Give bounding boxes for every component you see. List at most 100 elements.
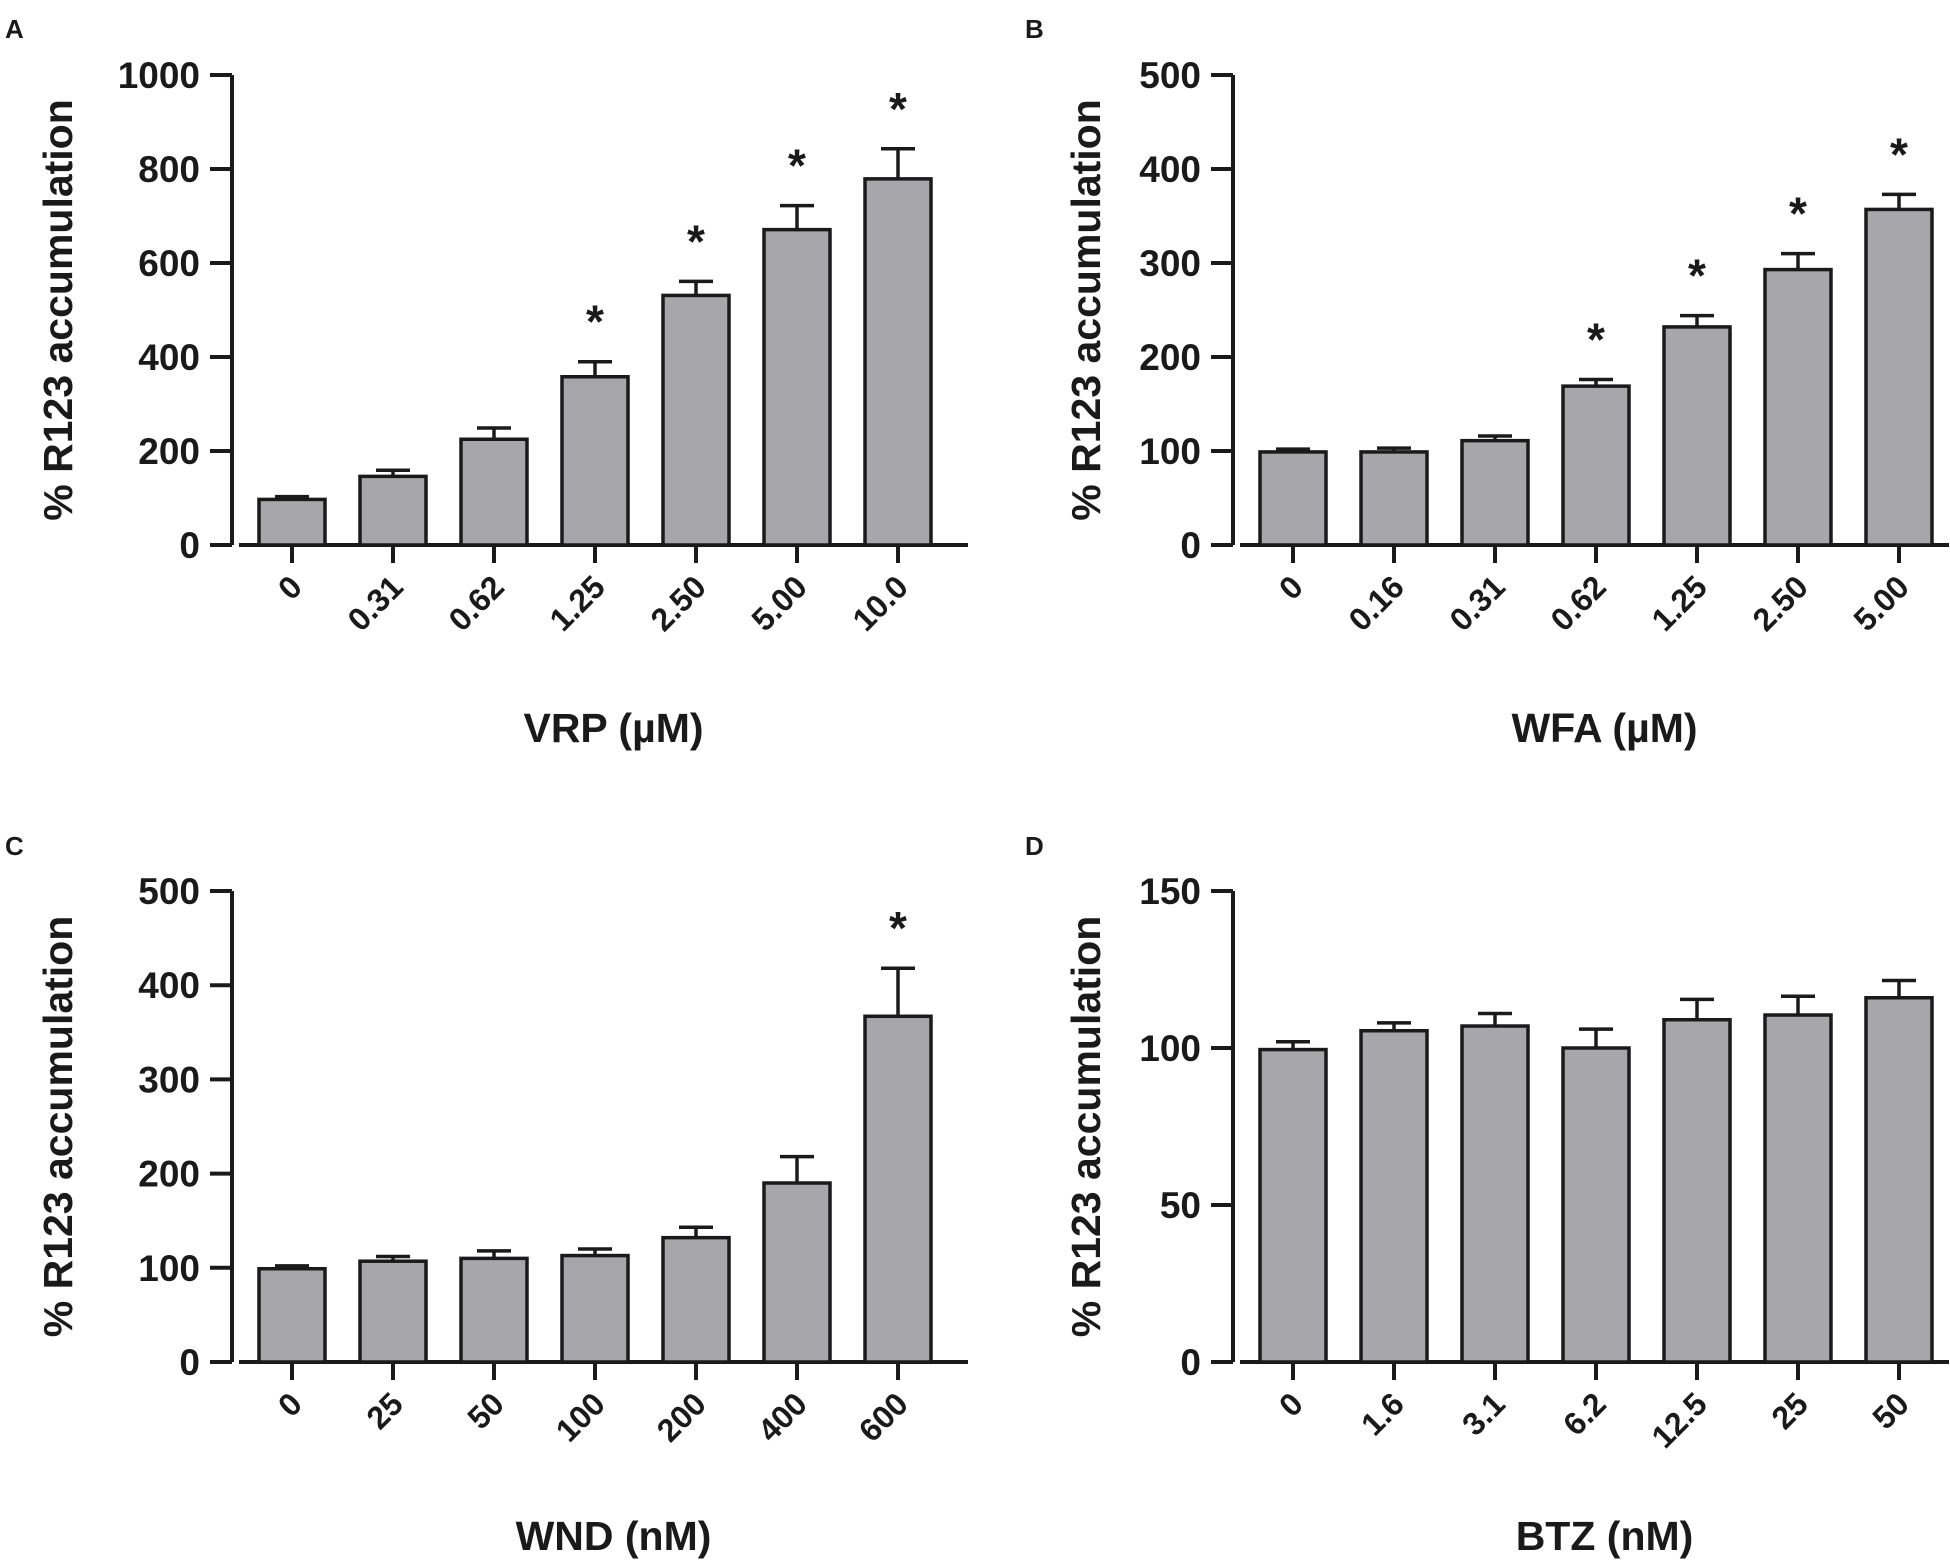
x-tick-label: 3.1 xyxy=(1455,1385,1512,1442)
significance-marker: * xyxy=(1890,128,1908,180)
bar xyxy=(1561,1046,1631,1364)
y-tick-label: 600 xyxy=(138,243,200,284)
bar xyxy=(257,497,327,547)
y-tick-label: 400 xyxy=(138,337,200,378)
bar xyxy=(459,1256,529,1364)
bar xyxy=(1763,1013,1833,1364)
bar xyxy=(1258,450,1328,547)
significance-marker: * xyxy=(889,83,907,135)
x-tick-label: 2.50 xyxy=(643,568,712,637)
y-tick-label: 200 xyxy=(1139,337,1201,378)
bar xyxy=(1460,438,1530,547)
x-tick-label: 0.31 xyxy=(1442,568,1511,637)
bar xyxy=(459,437,529,547)
x-tick-label: 25 xyxy=(1764,1385,1815,1436)
x-tick-label: 6.2 xyxy=(1556,1385,1613,1442)
y-tick-label: 0 xyxy=(179,525,200,566)
x-tick-label: 0 xyxy=(271,1385,309,1423)
significance-marker: * xyxy=(1587,314,1605,366)
bar xyxy=(1460,1024,1530,1364)
x-tick-label: 0 xyxy=(1272,1385,1310,1423)
x-tick-label: 50 xyxy=(1865,1385,1916,1436)
y-tick-label: 100 xyxy=(138,1248,200,1289)
panel-letter: A xyxy=(5,14,24,44)
panel-c: C 0 100 200 300 400 500 % R123 accumulation 0 25 5… xyxy=(5,831,968,1559)
y-axis-title: % R123 accumulation xyxy=(1063,916,1109,1338)
panel-d: D 0 50 100 150 % R123 accumulation 0 1.6 3.1 6.2 1… xyxy=(1025,831,1949,1559)
y-tick-label: 200 xyxy=(138,1154,200,1195)
x-tick-label: 0 xyxy=(271,568,309,606)
y-axis-title: % R123 accumulation xyxy=(35,916,81,1338)
y-tick-label: 0 xyxy=(1180,1342,1201,1383)
y-tick-label: 200 xyxy=(138,431,200,472)
panel-letter: B xyxy=(1025,14,1044,44)
bar xyxy=(1359,450,1429,547)
y-tick-label: 800 xyxy=(138,149,200,190)
bar xyxy=(1561,384,1631,547)
x-tick-label: 0.31 xyxy=(340,568,409,637)
x-tick-label: 50 xyxy=(460,1385,511,1436)
y-tick-label: 300 xyxy=(1139,243,1201,284)
x-tick-label: 10.0 xyxy=(845,568,914,637)
bar xyxy=(560,1253,630,1364)
panel-b: B 0 100 200 300 400 500 % R123 accumulation 0 0.1… xyxy=(1025,14,1949,751)
y-tick-label: 500 xyxy=(1139,55,1201,96)
x-tick-label: 5.00 xyxy=(1846,568,1915,637)
y-tick-label: 400 xyxy=(138,965,200,1006)
bar xyxy=(358,474,428,547)
bar xyxy=(1662,1017,1732,1364)
y-tick-label: 0 xyxy=(1180,525,1201,566)
x-tick-label: 0.62 xyxy=(441,568,510,637)
y-tick-label: 300 xyxy=(138,1059,200,1100)
x-tick-label: 5.00 xyxy=(744,568,813,637)
y-axis-title: % R123 accumulation xyxy=(1063,99,1109,521)
bar xyxy=(863,1014,933,1364)
x-axis-title: WND (nM) xyxy=(516,1513,712,1559)
x-tick-label: 600 xyxy=(852,1385,915,1448)
significance-marker: * xyxy=(788,140,806,192)
x-tick-label: 12.5 xyxy=(1644,1385,1713,1454)
x-tick-label: 25 xyxy=(359,1385,410,1436)
significance-marker: * xyxy=(1688,250,1706,302)
significance-marker: * xyxy=(889,902,907,954)
bar xyxy=(560,374,630,547)
y-tick-label: 100 xyxy=(1139,1028,1201,1069)
x-axis-title: WFA (µM) xyxy=(1511,705,1697,751)
y-tick-label: 50 xyxy=(1160,1185,1201,1226)
significance-marker: * xyxy=(1789,188,1807,240)
y-tick-label: 0 xyxy=(179,1342,200,1383)
bar xyxy=(257,1266,327,1364)
y-tick-label: 150 xyxy=(1139,871,1201,912)
panel-a: A 0 200 400 600 800 1000 % R123 accumulation 0 0.… xyxy=(5,14,968,751)
x-tick-label: 1.25 xyxy=(1644,568,1713,637)
bar xyxy=(863,177,933,547)
x-tick-label: 0.62 xyxy=(1543,568,1612,637)
x-tick-label: 0.16 xyxy=(1341,568,1410,637)
significance-marker: * xyxy=(586,296,604,348)
significance-marker: * xyxy=(687,215,705,267)
x-tick-label: 100 xyxy=(549,1385,612,1448)
bar xyxy=(661,1235,731,1364)
bar xyxy=(1864,996,1934,1364)
x-axis-title: VRP (µM) xyxy=(523,705,703,751)
bar xyxy=(661,293,731,547)
x-tick-label: 400 xyxy=(751,1385,814,1448)
bar xyxy=(1359,1028,1429,1364)
bar xyxy=(762,227,832,547)
y-tick-label: 500 xyxy=(138,871,200,912)
bar xyxy=(1864,207,1934,547)
panel-letter: C xyxy=(5,831,24,861)
bar xyxy=(762,1181,832,1364)
bar xyxy=(1662,325,1732,547)
y-tick-label: 1000 xyxy=(118,55,200,96)
x-tick-label: 1.25 xyxy=(542,568,611,637)
x-tick-label: 0 xyxy=(1272,568,1310,606)
y-tick-label: 400 xyxy=(1139,149,1201,190)
panel-letter: D xyxy=(1025,831,1044,861)
y-axis-title: % R123 accumulation xyxy=(35,99,81,521)
x-tick-label: 1.6 xyxy=(1354,1385,1411,1442)
y-tick-label: 100 xyxy=(1139,431,1201,472)
bar xyxy=(358,1259,428,1364)
x-axis-title: BTZ (nM) xyxy=(1516,1513,1694,1559)
